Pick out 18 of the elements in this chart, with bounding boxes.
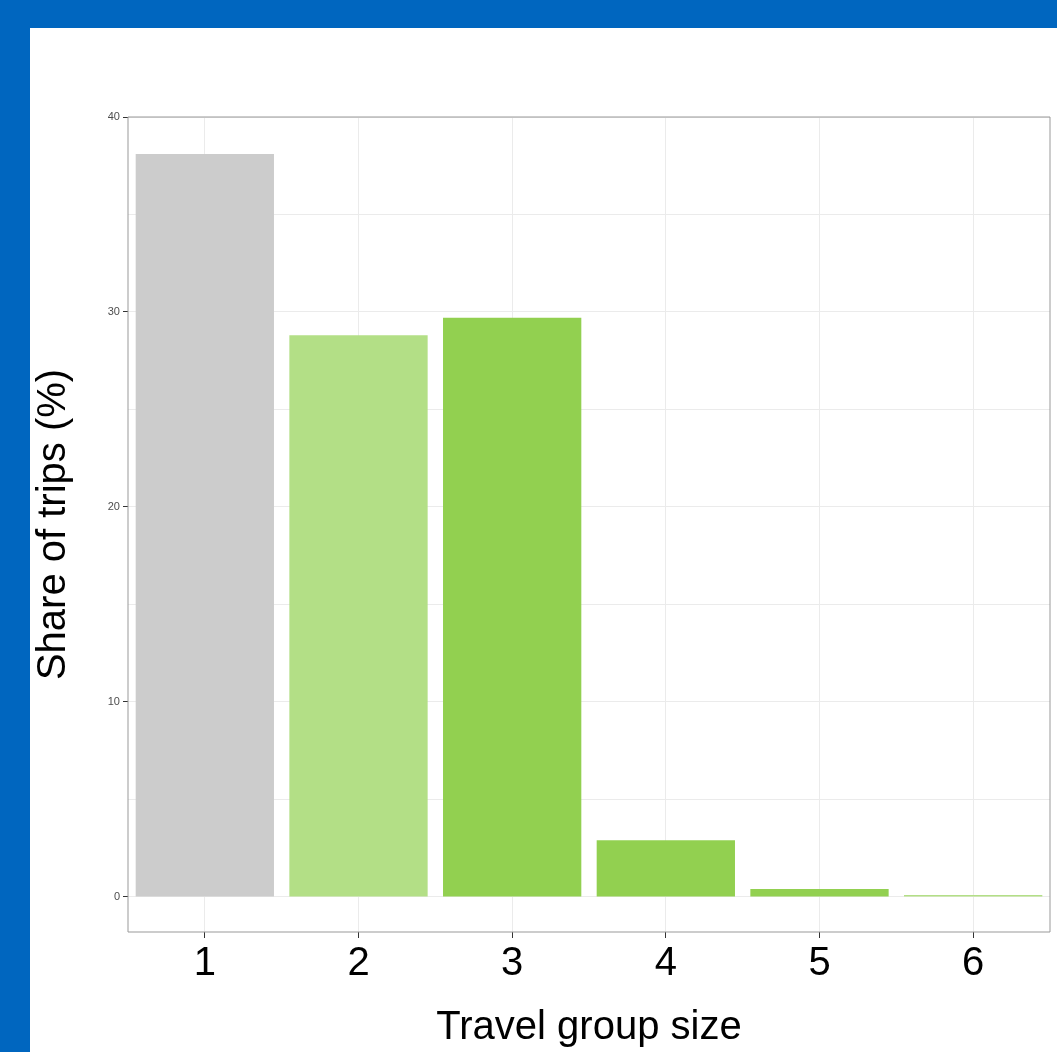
x-tick-label: 1 xyxy=(193,939,216,984)
x-tick-label: 5 xyxy=(808,939,831,984)
bar xyxy=(443,317,582,897)
y-tick-label: 30 xyxy=(107,305,120,318)
x-tick-label: 3 xyxy=(501,939,524,984)
y-axis-title: Share of trips (%) xyxy=(29,368,74,681)
y-tick-label: 40 xyxy=(107,110,120,123)
x-tick-label: 6 xyxy=(962,939,985,984)
x-tick-label: 2 xyxy=(347,939,370,984)
bar xyxy=(135,154,274,897)
y-tick-label: 0 xyxy=(113,889,120,902)
bar xyxy=(750,889,889,897)
x-tick-label: 4 xyxy=(654,939,677,984)
y-tick-label: 20 xyxy=(107,499,120,512)
x-axis-title: Travel group size xyxy=(436,1003,742,1048)
bar xyxy=(289,335,428,897)
y-tick-label: 10 xyxy=(107,694,120,707)
bar xyxy=(596,840,735,897)
